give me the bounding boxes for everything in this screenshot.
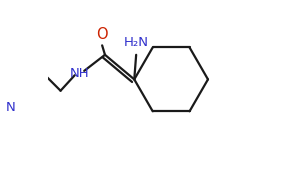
Text: NH: NH [70,67,89,80]
Text: N: N [6,101,15,114]
Text: O: O [96,27,108,42]
Text: H₂N: H₂N [124,36,149,49]
